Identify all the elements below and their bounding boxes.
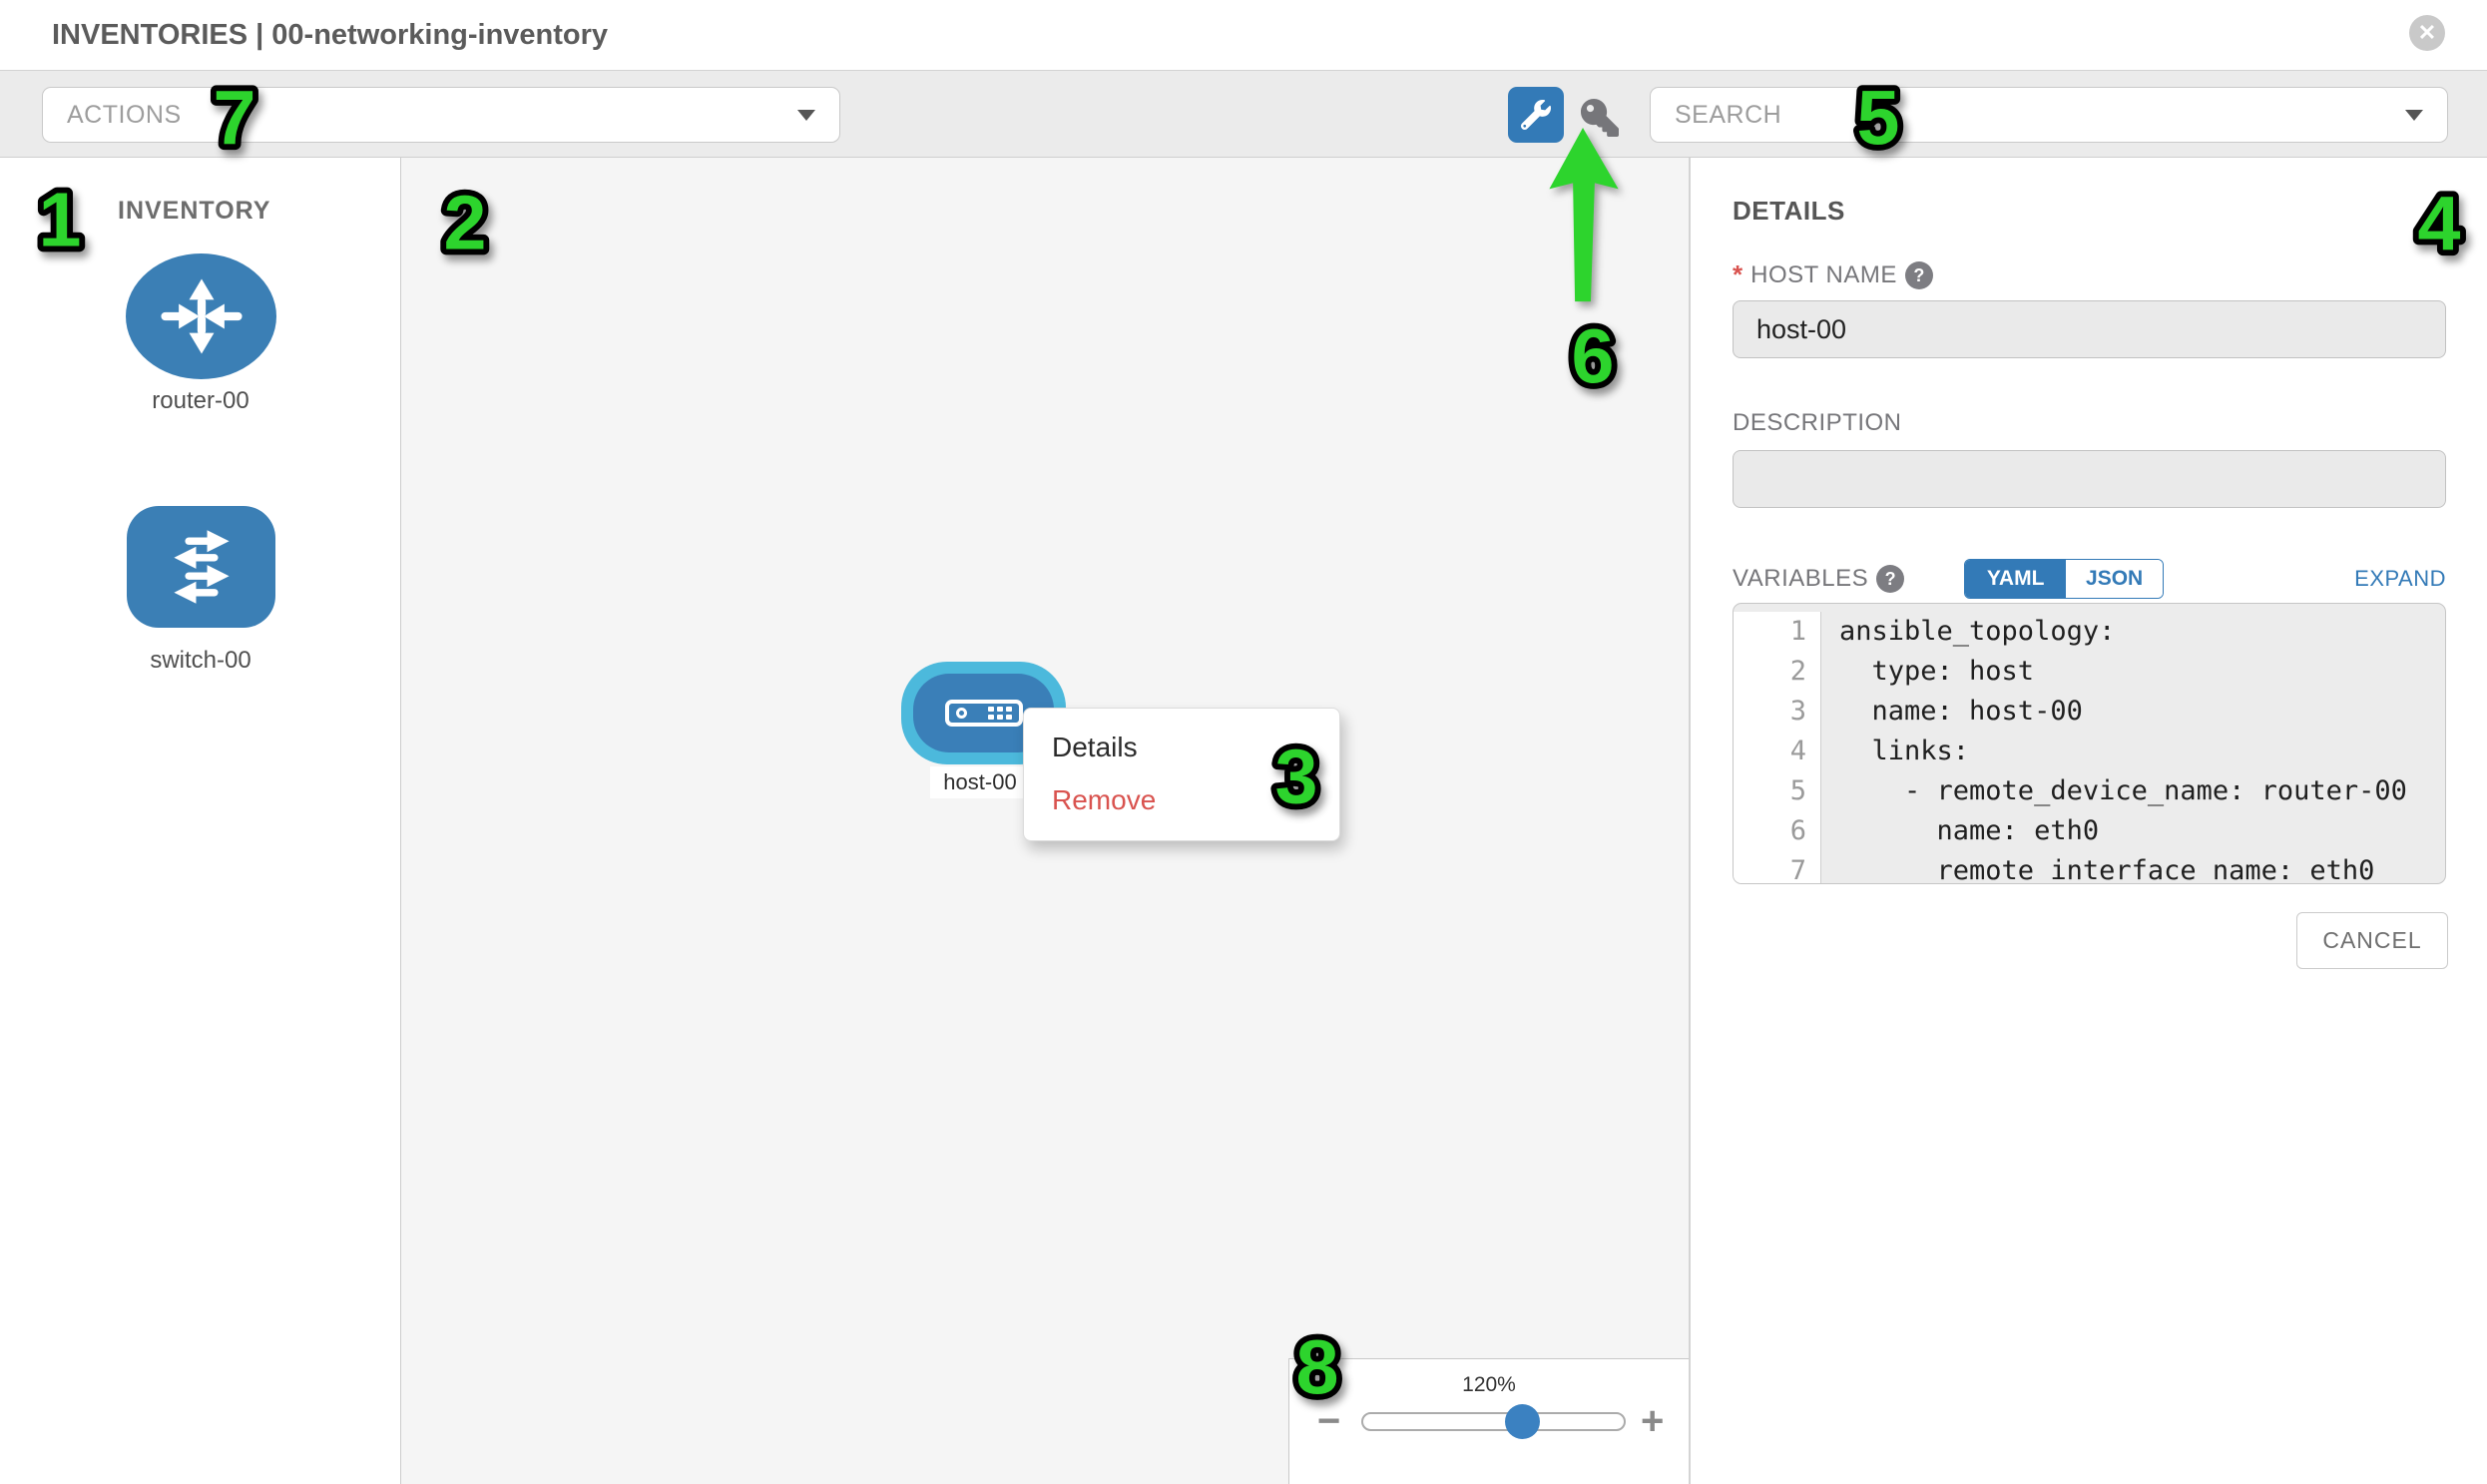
editor-lines: 1 ansible_topology: 2 type: host 3 name: … bbox=[1734, 604, 2445, 884]
zoom-slider-thumb[interactable] bbox=[1505, 1404, 1540, 1439]
zoom-control-panel: 120% − + bbox=[1288, 1358, 1689, 1484]
search-dropdown[interactable]: SEARCH bbox=[1650, 87, 2448, 143]
zoom-out-button[interactable]: − bbox=[1317, 1399, 1341, 1443]
line-code: links: bbox=[1839, 736, 1970, 766]
inventory-sidebar: INVENTORY bbox=[0, 158, 401, 1484]
sidebar-heading: INVENTORY bbox=[118, 197, 271, 225]
zoom-level-readout: 120% bbox=[1462, 1373, 1516, 1396]
host-name-label: HOST NAME bbox=[1750, 260, 1897, 288]
line-code: ansible_topology: bbox=[1839, 616, 2116, 647]
help-icon[interactable]: ? bbox=[1876, 565, 1905, 593]
menu-item-details[interactable]: Details bbox=[1052, 732, 1138, 762]
toolbar: ACTIONS SEARCH bbox=[0, 70, 2487, 158]
line-number: 6 bbox=[1734, 811, 1821, 851]
format-toggle: YAML JSON bbox=[1964, 559, 2165, 599]
actions-dropdown-label: ACTIONS bbox=[67, 100, 182, 129]
description-label: DESCRIPTION bbox=[1733, 409, 1902, 436]
line-code: name: host-00 bbox=[1839, 696, 2083, 727]
line-number: 3 bbox=[1734, 692, 1821, 732]
editor-line: 2 type: host bbox=[1734, 652, 2445, 692]
editor-line: 4 links: bbox=[1734, 732, 2445, 771]
description-input[interactable] bbox=[1733, 450, 2446, 508]
editor-line: 5 - remote_device_name: router-00 bbox=[1734, 771, 2445, 811]
router-icon bbox=[150, 264, 253, 368]
description-label-row: DESCRIPTION bbox=[1733, 409, 1902, 437]
server-icon bbox=[944, 700, 1023, 727]
toolkit-wrench-button[interactable] bbox=[1508, 87, 1564, 143]
line-number: 1 bbox=[1734, 612, 1821, 652]
topology-canvas[interactable]: host-00 Details Remove 120% − + bbox=[401, 158, 1690, 1484]
toggle-yaml[interactable]: YAML bbox=[1965, 560, 2067, 598]
line-code: name: eth0 bbox=[1839, 815, 2100, 846]
expand-link[interactable]: EXPAND bbox=[2354, 566, 2446, 591]
help-icon[interactable]: ? bbox=[1904, 260, 1933, 289]
variables-editor[interactable]: 1 ansible_topology: 2 type: host 3 name: … bbox=[1733, 603, 2446, 884]
host-name-label-row: * HOST NAME ? bbox=[1733, 259, 1933, 290]
palette-item-label: router-00 bbox=[152, 387, 249, 414]
palette-item-switch[interactable] bbox=[127, 506, 275, 628]
editor-line: 1 ansible_topology: bbox=[1734, 612, 2445, 652]
search-dropdown-label: SEARCH bbox=[1675, 100, 1782, 129]
chevron-down-icon bbox=[797, 109, 815, 121]
context-menu: Details Remove bbox=[1023, 708, 1340, 841]
line-code: - remote_device_name: router-00 bbox=[1839, 775, 2407, 806]
variables-label: VARIABLES bbox=[1733, 565, 1869, 592]
host-node-label: host-00 bbox=[930, 766, 1030, 798]
line-code: remote_interface_name: eth0 bbox=[1839, 855, 2375, 884]
cancel-button[interactable]: CANCEL bbox=[2296, 912, 2448, 969]
menu-item-remove[interactable]: Remove bbox=[1052, 784, 1157, 815]
line-number: 7 bbox=[1734, 851, 1821, 883]
palette-item-router[interactable] bbox=[126, 253, 276, 379]
page-header: INVENTORIES | 00-networking-inventory ✕ bbox=[0, 0, 2487, 70]
line-number: 2 bbox=[1734, 652, 1821, 692]
editor-line: 3 name: host-00 bbox=[1734, 692, 2445, 732]
toggle-json[interactable]: JSON bbox=[2066, 560, 2164, 598]
details-panel: DETAILS * HOST NAME ? host-00 DESCRIPTIO… bbox=[1690, 158, 2487, 1484]
switch-icon bbox=[152, 521, 251, 613]
chevron-down-icon bbox=[2405, 109, 2423, 121]
editor-line: 7 remote_interface_name: eth0 bbox=[1734, 851, 2445, 884]
line-number: 5 bbox=[1734, 771, 1821, 811]
server-port-grid bbox=[987, 707, 1012, 720]
zoom-in-button[interactable]: + bbox=[1641, 1399, 1665, 1443]
close-icon[interactable]: ✕ bbox=[2409, 15, 2445, 51]
close-glyph: ✕ bbox=[2417, 20, 2437, 45]
editor-line: 6 name: eth0 bbox=[1734, 811, 2445, 851]
key-icon[interactable] bbox=[1579, 97, 1621, 139]
host-name-value: host-00 bbox=[1756, 313, 1847, 344]
server-led-dot bbox=[955, 708, 967, 719]
main-area: INVENTORY bbox=[0, 158, 2487, 1484]
line-code: type: host bbox=[1839, 656, 2035, 687]
zoom-slider[interactable] bbox=[1361, 1404, 1626, 1439]
actions-dropdown[interactable]: ACTIONS bbox=[42, 87, 840, 143]
host-name-input[interactable]: host-00 bbox=[1733, 300, 2446, 358]
page-title: INVENTORIES | 00-networking-inventory bbox=[52, 19, 609, 51]
wrench-icon bbox=[1521, 100, 1551, 130]
variables-row: VARIABLES ? YAML JSON EXPAND bbox=[1733, 559, 2446, 599]
details-heading: DETAILS bbox=[1733, 196, 1845, 226]
line-number: 4 bbox=[1734, 732, 1821, 771]
palette-item-label: switch-00 bbox=[150, 647, 251, 674]
required-asterisk: * bbox=[1733, 259, 1743, 289]
